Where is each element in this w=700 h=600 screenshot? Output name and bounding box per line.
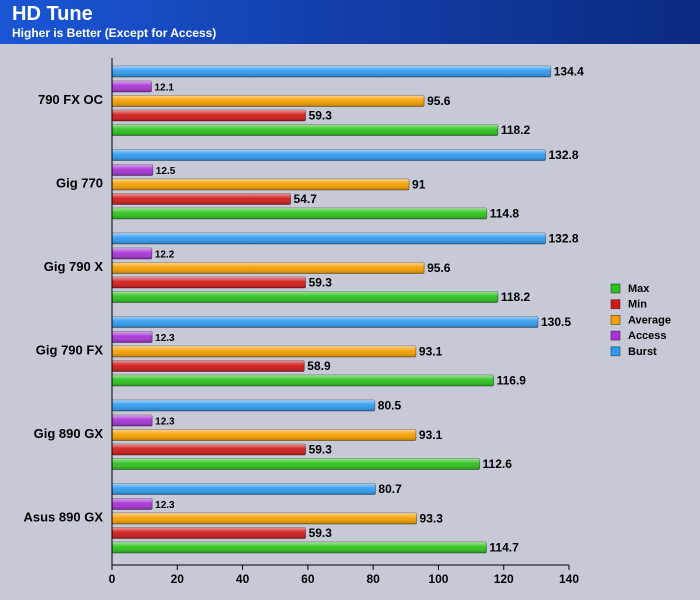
bar-min [111, 360, 305, 372]
chart-subtitle: Higher is Better (Except for Access) [12, 26, 217, 40]
bar-average [111, 512, 417, 525]
x-tick-label: 40 [236, 572, 250, 586]
data-label: 12.3 [155, 417, 175, 428]
data-label: 59.3 [309, 276, 333, 290]
bar-access [111, 331, 153, 343]
data-label: 59.3 [309, 443, 333, 457]
data-label: 95.6 [427, 261, 451, 275]
bar-average [111, 178, 410, 191]
data-label: 93.3 [420, 512, 444, 526]
data-label: 112.6 [483, 457, 513, 471]
data-label: 114.8 [490, 207, 520, 221]
bar-min [111, 109, 306, 122]
data-label: 12.2 [155, 250, 175, 261]
x-tick-label: 0 [109, 572, 116, 586]
bar-max [111, 458, 480, 470]
data-label: 58.9 [307, 359, 331, 373]
chart-legend: Max Min Average Access Burst [610, 283, 671, 358]
category-label: 790 FX OC [38, 92, 104, 107]
chart-header: HD Tune Higher is Better (Except for Acc… [0, 0, 700, 44]
data-label: 54.7 [294, 192, 318, 206]
bar-average [111, 345, 417, 358]
bar-max [111, 541, 487, 554]
data-label: 118.2 [501, 123, 531, 137]
data-label: 59.3 [309, 526, 333, 540]
x-tick-label: 120 [494, 572, 514, 586]
plot-area: 790 FX OC 134.4 12.1 95.6 59.3 118.2 Gig 770 13… [24, 58, 584, 586]
x-tick-label: 60 [301, 572, 315, 586]
category-label: Gig 770 [56, 176, 103, 191]
data-label: 80.5 [378, 399, 402, 413]
data-label: 12.3 [155, 333, 175, 344]
category-label: Gig 790 X [44, 259, 104, 274]
data-label: 95.6 [427, 94, 451, 108]
category-label: Gig 790 FX [36, 343, 104, 358]
bar-chart: 790 FX OC 134.4 12.1 95.6 59.3 118.2 Gig 770 13… [24, 58, 671, 586]
data-label: 91 [412, 178, 426, 192]
data-label: 93.1 [419, 428, 443, 442]
data-label: 130.5 [541, 315, 571, 329]
bar-burst [111, 483, 376, 495]
data-label: 116.9 [497, 374, 527, 388]
bar-access [111, 414, 153, 427]
category-label: Asus 890 GX [24, 510, 104, 525]
legend-label-access: Access [628, 330, 667, 342]
data-label: 80.7 [378, 482, 402, 496]
bar-average [111, 95, 425, 107]
data-label: 134.4 [554, 65, 584, 79]
data-label: 12.5 [156, 166, 176, 177]
bar-min [111, 276, 306, 289]
category-label: Gig 890 GX [34, 426, 104, 441]
legend-label-max: Max [628, 283, 650, 295]
data-label: 132.8 [548, 232, 578, 246]
data-label: 132.8 [548, 148, 578, 162]
chart-title: HD Tune [12, 3, 93, 25]
x-tick-label: 80 [366, 572, 380, 586]
bar-average [111, 262, 425, 274]
bar-burst [111, 316, 539, 328]
bar-min [111, 527, 306, 539]
data-label: 93.1 [419, 345, 443, 359]
x-tick-label: 100 [428, 572, 448, 586]
bar-min [111, 193, 291, 205]
bar-burst [111, 65, 552, 78]
legend-swatch-access [610, 330, 621, 341]
x-tick-label: 20 [171, 572, 185, 586]
bar-burst [111, 399, 376, 412]
data-label: 12.3 [155, 500, 175, 511]
bar-max [111, 124, 499, 136]
bar-access [111, 80, 152, 93]
bar-max [111, 374, 494, 387]
legend-swatch-min [610, 299, 621, 310]
bar-burst [111, 232, 546, 245]
data-label: 59.3 [309, 109, 333, 123]
data-label: 118.2 [501, 290, 531, 304]
bar-access [111, 164, 154, 176]
data-label: 12.1 [154, 83, 174, 94]
bar-average [111, 429, 417, 441]
legend-swatch-average [610, 314, 621, 325]
legend-label-min: Min [628, 299, 647, 311]
legend-swatch-burst [610, 346, 621, 357]
bar-min [111, 443, 306, 456]
legend-swatch-max [610, 283, 621, 294]
legend-label-average: Average [628, 314, 671, 326]
bar-access [111, 247, 153, 260]
bar-burst [111, 149, 546, 161]
bar-access [111, 498, 153, 510]
legend-label-burst: Burst [628, 346, 657, 358]
bar-max [111, 291, 499, 303]
x-tick-label: 140 [559, 572, 579, 586]
data-label: 114.7 [489, 541, 519, 555]
bar-max [111, 207, 488, 220]
